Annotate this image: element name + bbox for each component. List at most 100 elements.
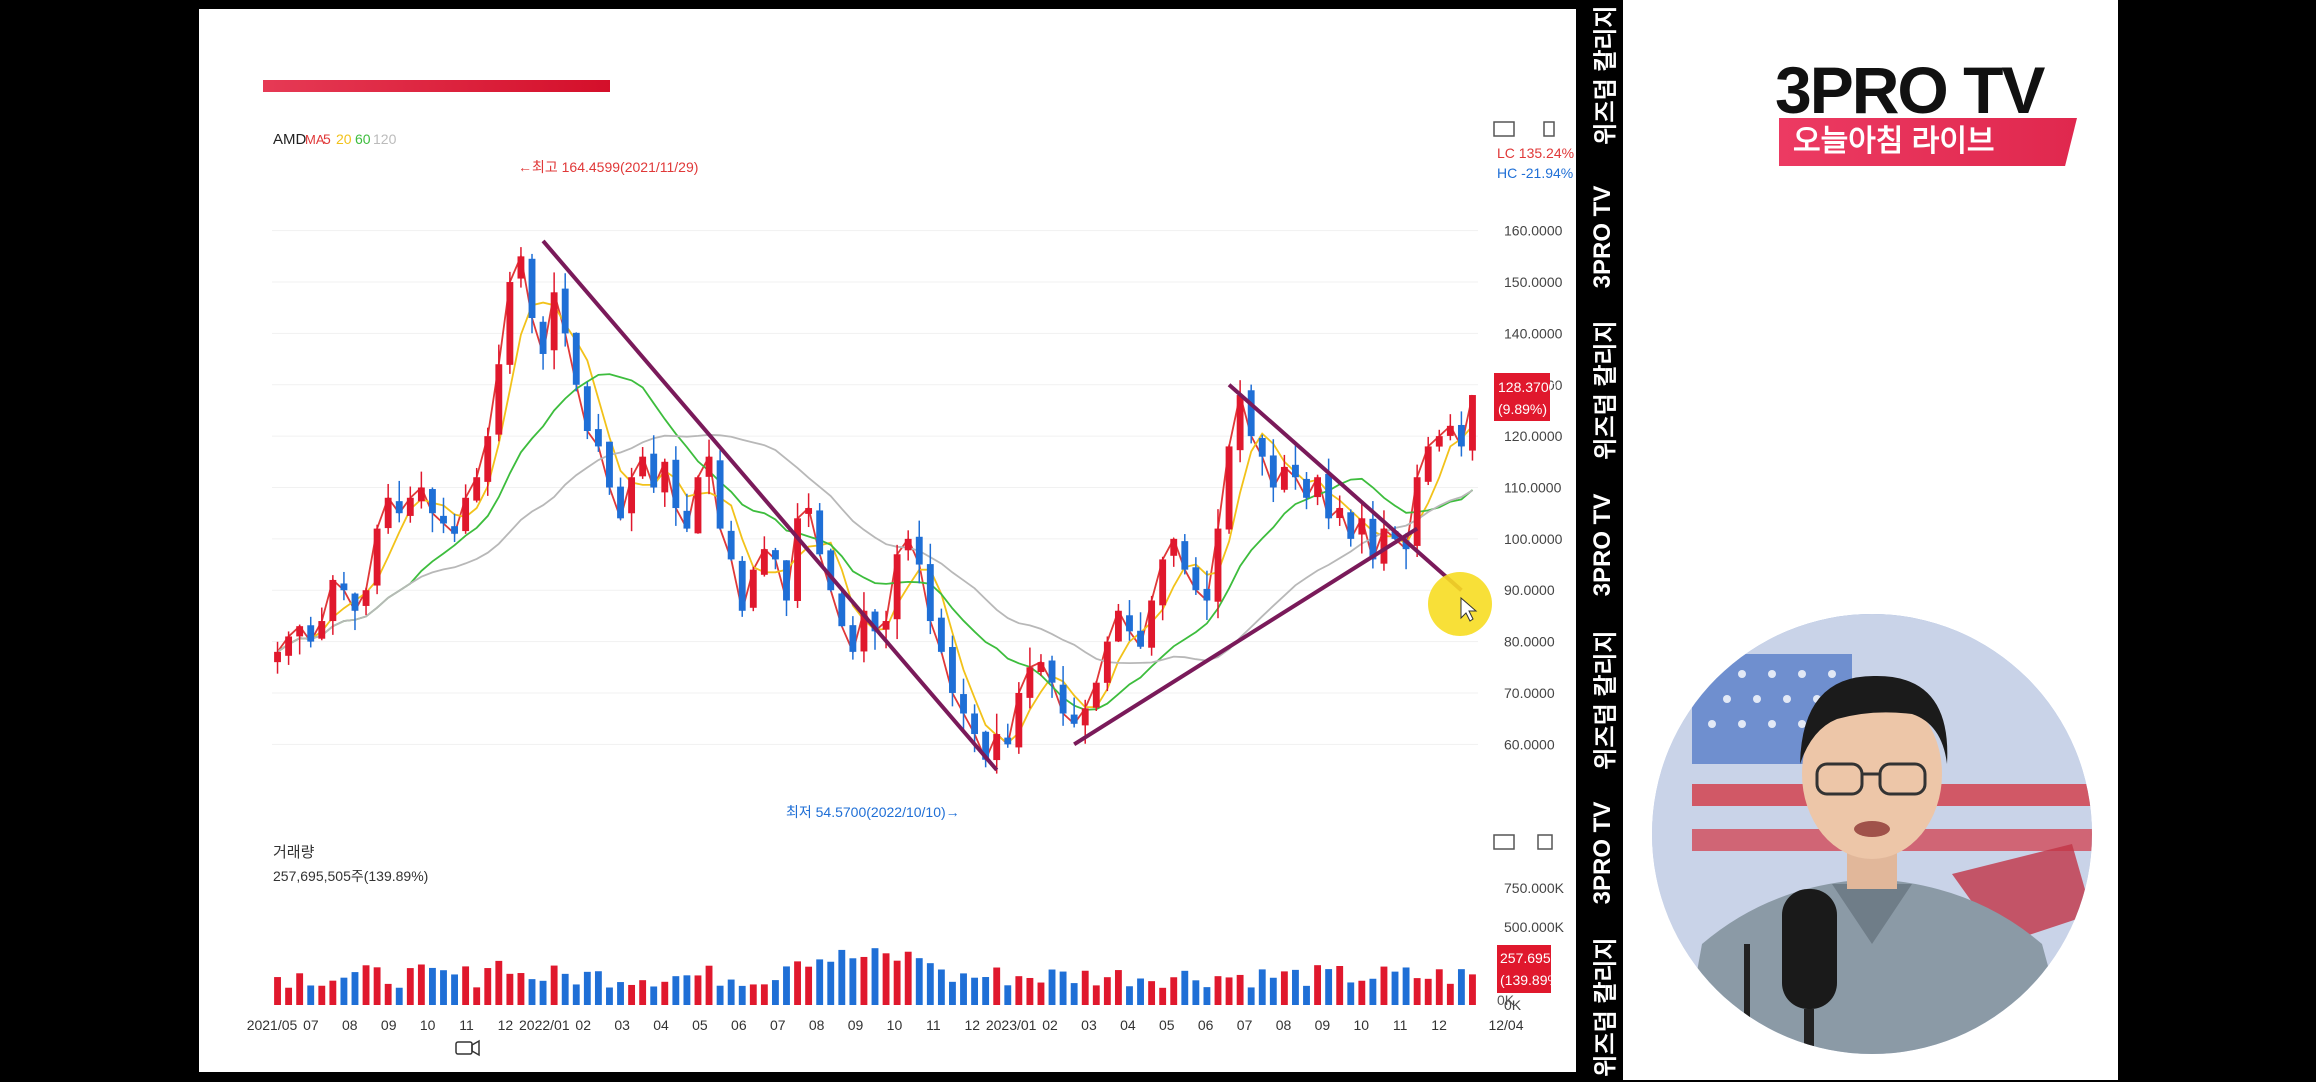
candle xyxy=(373,528,381,586)
video-camera-icon[interactable] xyxy=(455,1041,473,1055)
volume-value: 257,695,505주(139.89%) xyxy=(273,868,428,884)
volume-bar xyxy=(1148,981,1156,1005)
candle xyxy=(1258,437,1266,457)
candle xyxy=(1358,518,1366,535)
candle xyxy=(816,510,824,555)
x-tick-label: 03 xyxy=(1081,1017,1097,1033)
volume-bar xyxy=(1203,987,1211,1005)
volume-bar xyxy=(672,976,680,1005)
x-tick-label: 07 xyxy=(1237,1017,1253,1033)
candle xyxy=(429,489,436,514)
candle xyxy=(517,256,525,279)
volume-bar xyxy=(506,973,514,1005)
volume-bar xyxy=(617,982,624,1005)
candle xyxy=(838,593,846,627)
volume-bar xyxy=(285,987,293,1005)
volume-bar xyxy=(904,951,912,1005)
volume-panel-toggle-icon[interactable] xyxy=(1493,834,1515,850)
ma60-line xyxy=(276,373,1474,711)
candle xyxy=(1070,714,1078,724)
panel-close-icon[interactable] xyxy=(1543,121,1555,137)
candle xyxy=(318,621,326,639)
volume-bar xyxy=(893,960,901,1005)
candle xyxy=(1048,660,1056,683)
y-tick-label: 70.0000 xyxy=(1504,685,1555,701)
candle xyxy=(1325,473,1333,519)
volume-bar xyxy=(1457,969,1465,1005)
panel-toggle-icon[interactable] xyxy=(1493,121,1515,137)
candle xyxy=(926,564,934,622)
candle xyxy=(1059,684,1067,714)
candle xyxy=(1103,641,1111,683)
candle xyxy=(1369,518,1377,560)
volume-bar xyxy=(1225,977,1233,1005)
volume-bar xyxy=(318,985,326,1005)
volume-bar xyxy=(949,981,956,1005)
volume-bar xyxy=(1247,987,1255,1005)
volume-bar xyxy=(1026,977,1034,1005)
volume-bar xyxy=(606,987,613,1005)
volume-bar xyxy=(1258,969,1266,1005)
candle xyxy=(1203,588,1211,601)
volume-bar xyxy=(1446,983,1454,1005)
candle xyxy=(1446,425,1454,436)
x-tick-label: 08 xyxy=(1276,1017,1292,1033)
ma-legend-20: 20 xyxy=(336,131,352,147)
volume-bar xyxy=(882,953,890,1005)
volume-bar xyxy=(517,973,525,1005)
x-tick-label: 2021/05 xyxy=(247,1017,298,1033)
volume-bar xyxy=(1004,985,1012,1005)
side-word: 3PRO TV xyxy=(1589,185,1616,289)
volume-bar xyxy=(915,958,923,1005)
candle xyxy=(1347,512,1355,539)
candle xyxy=(628,477,636,514)
volume-bar xyxy=(871,948,879,1005)
volume-bar xyxy=(805,966,813,1005)
x-tick-label: 08 xyxy=(342,1017,358,1033)
program-name-badge: 오늘아침 라이브 xyxy=(1779,118,2077,166)
candle xyxy=(462,497,470,532)
candle xyxy=(1092,682,1100,708)
x-tick-label: 11 xyxy=(926,1017,941,1033)
candle xyxy=(1159,559,1167,606)
volume-bar xyxy=(1402,967,1410,1005)
ma-legend-60: 60 xyxy=(355,131,371,147)
candle xyxy=(395,501,403,514)
volume-bar xyxy=(1469,974,1476,1005)
candle xyxy=(738,560,746,611)
volume-bar xyxy=(384,983,392,1005)
candle xyxy=(683,510,691,529)
volume-bar xyxy=(1170,977,1178,1005)
x-tick-label: 05 xyxy=(1159,1017,1175,1033)
volume-bar xyxy=(1070,983,1078,1005)
candle xyxy=(1292,464,1299,478)
x-tick-label: 07 xyxy=(303,1017,319,1033)
volume-current-box xyxy=(1497,945,1551,993)
candle xyxy=(849,625,857,652)
y-tick-label: 140.0000 xyxy=(1504,325,1563,341)
trendline xyxy=(1073,526,1419,747)
cursor-highlight xyxy=(1428,572,1492,636)
volume-bar xyxy=(650,986,658,1005)
candle xyxy=(716,460,724,529)
candle xyxy=(727,530,735,560)
volume-bar xyxy=(749,984,757,1005)
volume-bar xyxy=(1126,986,1133,1005)
video-camera-icon-lens xyxy=(471,1039,480,1057)
ma-legend-120: 120 xyxy=(373,131,397,147)
x-tick-label: 08 xyxy=(809,1017,825,1033)
side-word: 위즈덤 칼리지 xyxy=(1592,630,1620,770)
volume-bar xyxy=(340,977,348,1005)
candle xyxy=(971,713,979,735)
volume-current: 257.695K xyxy=(1500,950,1561,966)
x-tick-label: 10 xyxy=(1354,1017,1370,1033)
x-tick-label: 02 xyxy=(1042,1017,1058,1033)
volume-panel-close-icon[interactable] xyxy=(1537,834,1553,850)
candle xyxy=(1214,528,1222,602)
volume-change: (139.89%) xyxy=(1500,972,1565,988)
side-word: 위즈덤 칼리지 xyxy=(1592,937,1620,1077)
y-tick-label: 100.0000 xyxy=(1504,531,1563,547)
volume-zero-label: 0K xyxy=(1497,992,1515,1008)
mouse-pointer-icon xyxy=(1460,596,1478,622)
presenter-video-circle xyxy=(1652,614,2092,1054)
